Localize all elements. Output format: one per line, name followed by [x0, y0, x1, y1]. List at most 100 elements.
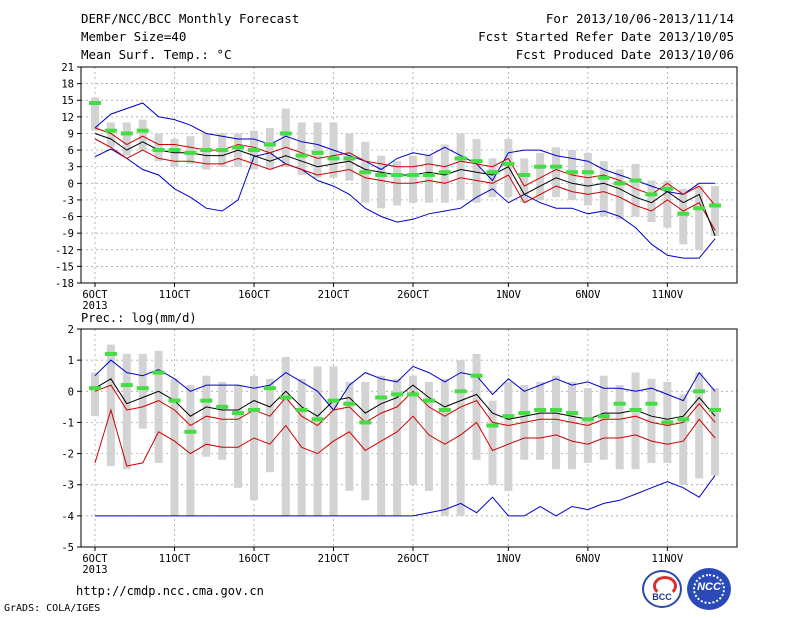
prec-x-tick-label: 26OCT	[397, 553, 429, 565]
temp-observed-mark	[120, 131, 133, 136]
prec-ensemble-mean-line	[94, 378, 716, 420]
forecast-period: For 2013/10/06-2013/11/14	[545, 11, 734, 26]
temp-range-bar	[424, 155, 433, 203]
prec-observed-mark	[645, 401, 658, 406]
prec-range-bar	[456, 360, 465, 516]
prec-observed-mark	[184, 429, 197, 434]
prec-range-bar	[536, 381, 545, 460]
prec-range-bar	[122, 353, 131, 470]
temp-y-tick-label: 21	[61, 62, 74, 74]
temp-range-bar	[552, 147, 561, 198]
prec-observed-mark	[89, 386, 101, 391]
temp-observed-mark	[693, 206, 706, 211]
prec-observed-mark	[168, 398, 181, 403]
temp-range-bar	[599, 161, 608, 217]
temp-observed-mark	[518, 173, 531, 177]
prec-observed-mark	[200, 398, 213, 403]
bcc-logo-swirl-icon	[653, 576, 677, 596]
temp-y-tick-label: 18	[61, 79, 74, 91]
temp-observed-mark	[104, 128, 117, 133]
temp-range-bar	[186, 136, 195, 164]
temp-upper-spread-line	[94, 127, 716, 206]
prec-range-bar	[440, 378, 449, 516]
temp-y-tick-label: 6	[68, 145, 74, 157]
temp-range-bar	[711, 186, 720, 236]
temp-range-bar	[536, 152, 545, 200]
prec-y-tick-label: 0	[68, 386, 74, 398]
prec-range-bar	[424, 381, 433, 491]
prec-range-bar	[711, 388, 720, 476]
temp-ensemble-mean-line	[94, 133, 716, 237]
member-size: Member Size=40	[81, 29, 187, 44]
prec-range-bar	[361, 381, 370, 501]
temp-range-bar	[647, 180, 656, 223]
footer-url[interactable]: http://cmdp.ncc.cma.gov.cn	[76, 584, 264, 598]
prec-max-line	[94, 359, 716, 411]
prec-y-tick-label: -2	[61, 449, 74, 461]
prec-range-bar	[91, 372, 99, 417]
temp-range-bar	[122, 122, 131, 156]
prec-observed-mark	[391, 392, 404, 397]
temp-observed-mark	[581, 170, 594, 175]
prec-observed-mark	[295, 407, 308, 412]
temp-y-tick-label: -12	[55, 245, 74, 257]
temp-plot-frame	[80, 66, 738, 284]
temp-y-tick-label: -9	[61, 228, 74, 240]
temp-observed-mark	[263, 142, 276, 147]
prec-observed-mark	[454, 389, 467, 394]
prec-observed-mark	[550, 407, 563, 412]
prec-observed-mark	[534, 407, 547, 412]
prec-range-bar	[345, 381, 354, 491]
prec-range-bar	[472, 353, 481, 460]
prec-x-tick-label: 6OCT	[82, 553, 108, 565]
temp-range-bar	[265, 127, 274, 170]
prec-observed-mark	[486, 423, 499, 428]
prec-y-tick-label: -4	[61, 511, 74, 523]
precip-panel-title: Prec.: log(mm/d)	[81, 311, 197, 325]
temp-observed-mark	[200, 148, 213, 153]
prec-y-tick-label: -1	[61, 417, 74, 429]
prec-min-line	[95, 475, 716, 517]
temp-observed-mark	[454, 156, 467, 161]
prec-range-bar	[393, 378, 402, 516]
prec-range-bar	[504, 381, 513, 491]
temp-observed-mark	[311, 150, 324, 155]
prec-plot-frame	[80, 328, 738, 548]
prec-range-bar	[281, 357, 290, 516]
temp-observed-mark	[645, 192, 658, 197]
temp-observed-mark	[677, 211, 690, 216]
prec-observed-mark	[120, 383, 133, 388]
prec-observed-mark	[406, 392, 419, 397]
variable-label: Mean Surf. Temp.: °C	[81, 47, 232, 62]
temp-lower-spread-line	[94, 138, 716, 231]
temp-observed-mark	[550, 164, 563, 169]
prec-range-bar	[567, 381, 576, 470]
temp-range-bar	[281, 108, 290, 167]
grads-credit: GrADS: COLA/IGES	[4, 603, 101, 614]
temp-y-tick-label: 12	[61, 112, 74, 124]
temp-range-bar	[106, 122, 115, 148]
ncc-logo-ring-icon	[693, 574, 725, 604]
temp-y-tick-label: -3	[61, 195, 74, 207]
bcc-logo-text: BCC	[652, 592, 672, 602]
temp-observed-mark	[470, 159, 483, 164]
temp-observed-mark	[565, 170, 578, 175]
forecast-start-date: Fcst Started Refer Date 2013/10/05	[478, 29, 734, 44]
prec-range-bar	[615, 385, 624, 470]
prec-range-bar	[679, 394, 688, 485]
prec-lower-spread-line	[94, 408, 716, 467]
prec-x-tick-label: 11NOV	[652, 553, 684, 565]
temp-observed-mark	[327, 156, 340, 161]
temp-min-line	[94, 148, 716, 259]
temp-observed-mark	[343, 156, 356, 161]
temp-observed-mark	[534, 164, 547, 169]
temp-observed-mark	[152, 148, 165, 153]
temp-range-bar	[504, 139, 513, 198]
prec-observed-mark	[502, 414, 515, 419]
temp-range-bar	[583, 152, 592, 206]
prec-observed-mark	[581, 417, 594, 422]
temp-range-bar	[615, 169, 624, 220]
temp-y-tick-label: 9	[68, 128, 74, 140]
prec-observed-mark	[693, 389, 706, 394]
temp-y-tick-label: -18	[55, 278, 74, 290]
